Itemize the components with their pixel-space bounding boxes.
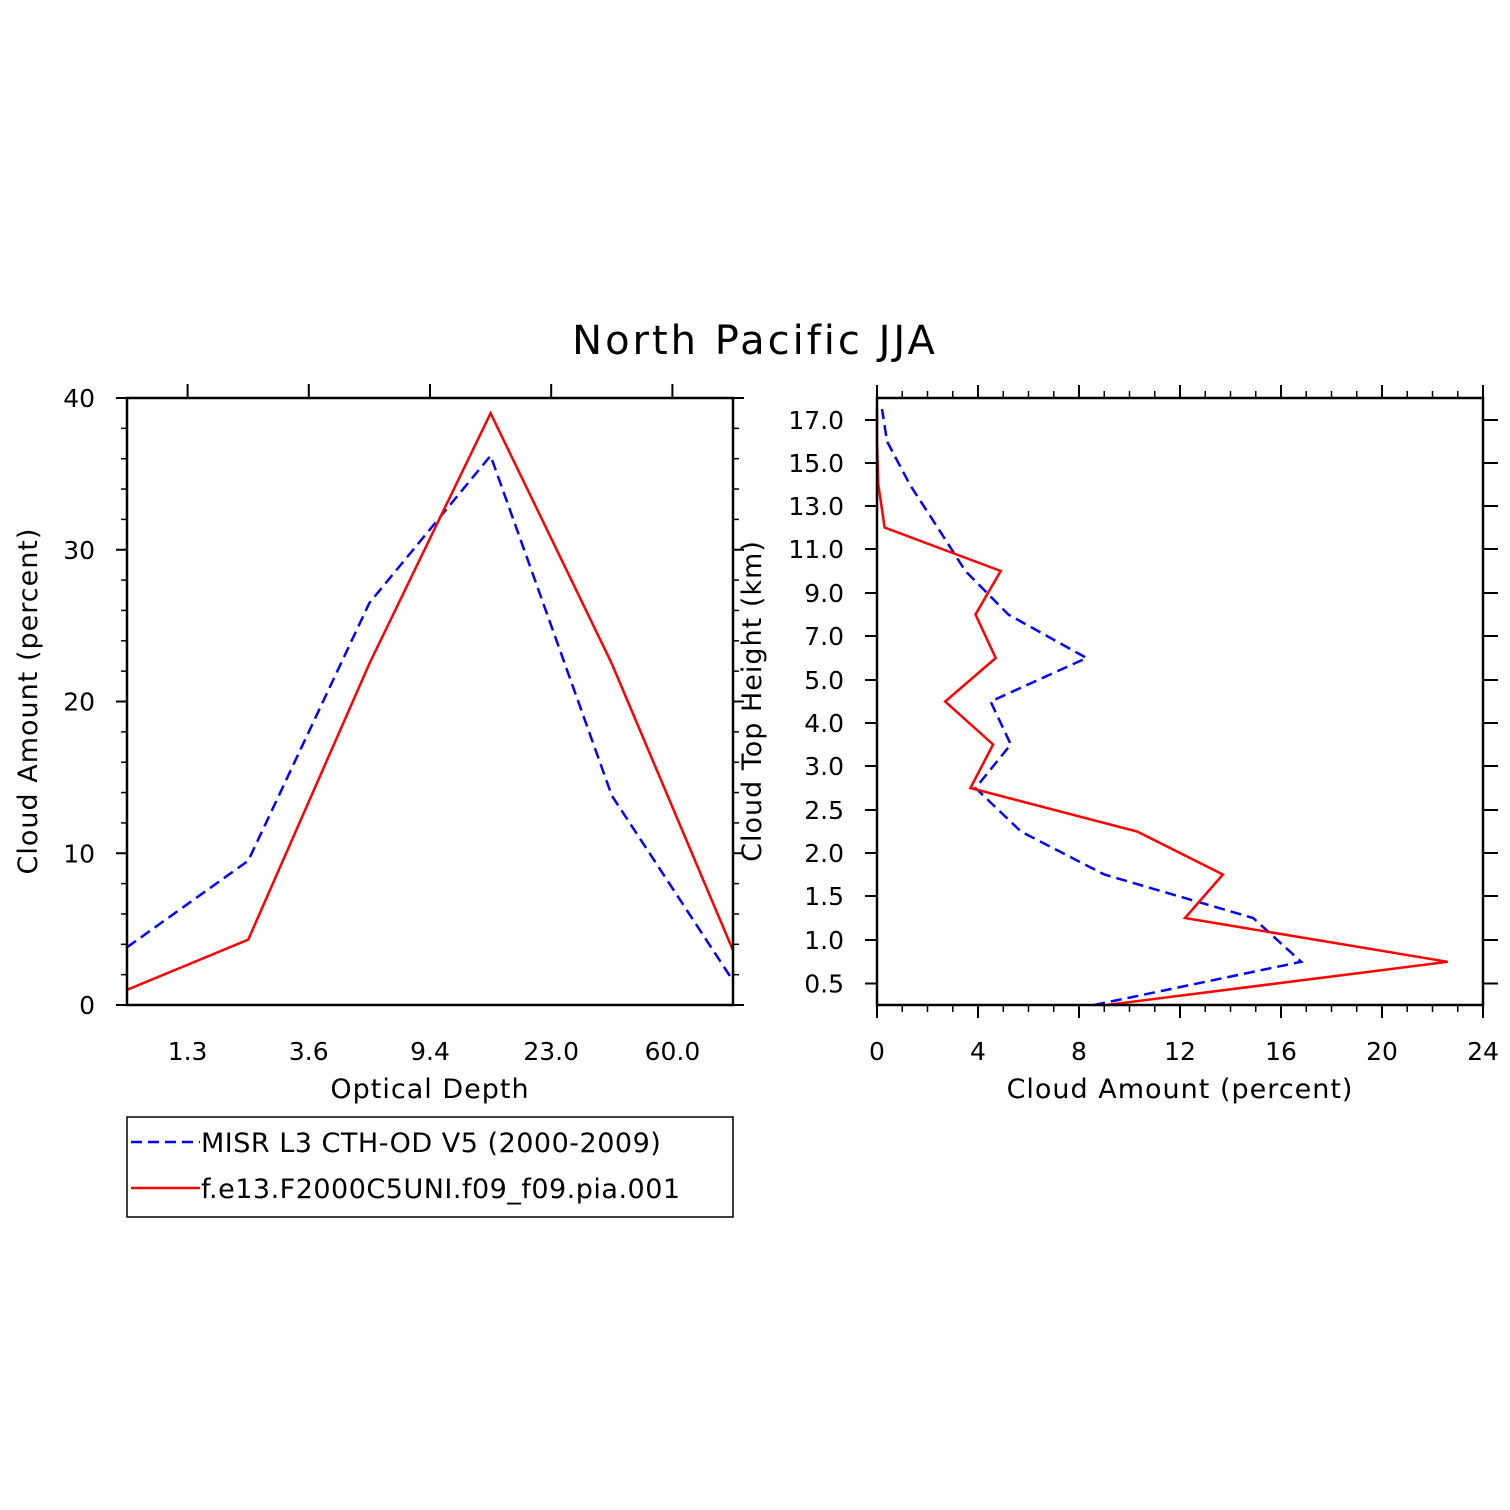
right-x-tick-label: 8 [1071,1037,1087,1066]
legend-box [126,1116,734,1218]
right-y-tick-label: 4.0 [804,709,844,738]
right-y-tick-label: 17.0 [788,406,844,435]
right-y-tick-label: 2.0 [804,839,844,868]
legend: MISR L3 CTH-OD V5 (2000-2009) f.e13.F200… [126,1116,734,1218]
left-ticks-layer: 0 10 20 30 40 1.3 3.6 9.4 23.0 60.0 [63,384,744,1066]
left-y-tick-label: 30 [63,536,95,565]
left-series-obs-line [126,453,735,982]
left-series-layer [126,410,735,991]
left-series-model-line [126,410,735,991]
right-panel: 0 4 8 12 16 20 24 0.5 1.0 1.5 2.0 2.5 3.0 4.0 5.0 7.0 9.… [737,385,1499,1105]
legend-obs-label: MISR L3 CTH-OD V5 (2000-2009) [201,1128,661,1159]
right-y-tick-label: 1.0 [804,926,844,955]
right-y-tick-label: 7.0 [804,622,844,651]
right-x-tick-label: 24 [1467,1037,1499,1066]
right-y-tick-label: 11.0 [788,535,844,564]
left-panel: 0 10 20 30 40 1.3 3.6 9.4 23.0 60.0 Optical Depth… [13,384,744,1105]
right-x-tick-label: 16 [1265,1037,1297,1066]
right-x-tick-label: 12 [1164,1037,1196,1066]
left-x-tick-label: 1.3 [168,1037,208,1066]
right-x-tick-label: 4 [970,1037,986,1066]
left-x-tick-label: 60.0 [645,1037,701,1066]
right-x-tick-label: 20 [1366,1037,1398,1066]
left-x-axis-label: Optical Depth [330,1074,529,1105]
right-ticks-layer: 0 4 8 12 16 20 24 0.5 1.0 1.5 2.0 2.5 3.0 4.0 5.0 7.0 9.… [788,385,1499,1066]
right-series-layer [875,408,1448,1007]
right-series-obs-line [880,408,1304,1007]
right-y-tick-label: 3.0 [804,752,844,781]
right-y-tick-label: 5.0 [804,666,844,695]
right-y-axis-label: Cloud Top Height (km) [737,540,768,862]
left-plot-frame [125,396,735,1007]
right-y-tick-label: 0.5 [804,970,844,999]
right-y-tick-label: 15.0 [788,449,844,478]
right-series-model-line [875,409,1448,1007]
left-x-tick-label: 23.0 [523,1037,579,1066]
left-x-tick-label: 9.4 [410,1037,450,1066]
left-y-tick-label: 40 [63,384,95,413]
right-y-tick-label: 1.5 [804,882,844,911]
chart-title: North Pacific JJA [572,318,938,364]
right-x-tick-label: 0 [869,1037,885,1066]
right-plot-frame [875,396,1485,1007]
left-y-tick-label: 0 [79,991,95,1020]
left-y-tick-label: 20 [63,688,95,717]
right-y-tick-label: 2.5 [804,796,844,825]
right-y-tick-label: 13.0 [788,492,844,521]
right-y-tick-label: 9.0 [804,579,844,608]
left-x-tick-label: 3.6 [289,1037,329,1066]
legend-model-label: f.e13.F2000C5UNI.f09_f09.pia.001 [201,1174,681,1205]
right-x-axis-label: Cloud Amount (percent) [1007,1074,1354,1105]
left-y-axis-label: Cloud Amount (percent) [13,528,44,875]
left-y-tick-label: 10 [63,839,95,868]
